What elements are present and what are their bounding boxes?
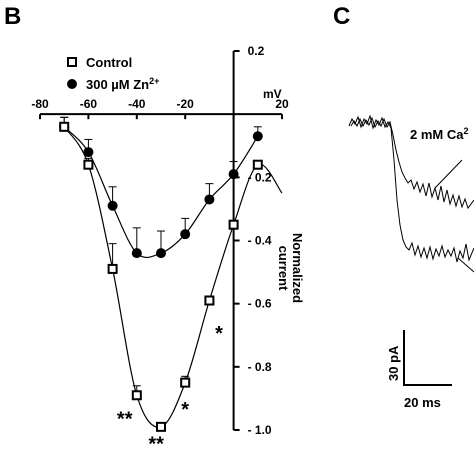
x-axis-label: mV [263, 87, 282, 101]
y-tick-label: - 0.8 [248, 360, 272, 374]
legend-control-marker [67, 57, 77, 67]
data-points [59, 121, 263, 432]
scale-bar-y-label: 30 pA [386, 345, 401, 381]
y-axis-label: Normalized current [276, 233, 305, 303]
scale-bar-x-label: 20 ms [404, 395, 441, 410]
scale-bar: 30 pA 20 ms [386, 330, 452, 410]
zinc-point [252, 131, 263, 142]
y-tick-label: - 0.4 [248, 234, 272, 248]
control-point [204, 295, 215, 306]
control-point [228, 219, 239, 230]
legend-zinc-label: 300 µM Zn2+ [86, 76, 159, 92]
significance-star: * [215, 323, 223, 345]
control-point [156, 421, 166, 432]
y-tick-label: - 1.0 [248, 423, 272, 437]
fit-curve-control [63, 126, 283, 428]
x-tick-label: -20 [177, 97, 195, 111]
trace-zinc [350, 116, 474, 210]
control-point [252, 159, 263, 170]
legend-control-label: Control [86, 55, 132, 70]
y-tick-label: 0.2 [248, 44, 265, 58]
scale-bar-lines [403, 330, 452, 386]
y-tick-label: - 0.2 [248, 170, 272, 184]
significance-star: ** [117, 408, 133, 430]
control-point [83, 159, 94, 170]
trace-label-ca: 2 mM Ca2 [410, 126, 468, 142]
zinc-point [83, 147, 94, 158]
y-axis-label-line2: current [276, 246, 291, 291]
x-tick-label: -60 [80, 97, 98, 111]
significance-star: ** [148, 434, 164, 456]
control-point [131, 390, 142, 401]
zinc-point [204, 194, 215, 205]
panel-label-b: B [4, 3, 21, 30]
panel-c-traces: 2 mM Ca2 [348, 114, 474, 273]
trace-control [348, 114, 474, 263]
trace-zinc-pointer [434, 159, 463, 189]
significance-markers: ****** [117, 323, 223, 456]
zinc-point [107, 200, 118, 211]
legend-zinc-marker [67, 79, 77, 89]
x-tick-label: -40 [128, 97, 146, 111]
zinc-point [180, 229, 191, 240]
significance-star: * [181, 399, 189, 421]
x-tick-label: 20 [275, 97, 289, 111]
zinc-point [131, 248, 142, 259]
x-tick-label: -80 [31, 97, 49, 111]
y-axis-label-line1: Normalized [290, 233, 305, 303]
trace-control-pointer [457, 257, 474, 273]
control-point [107, 263, 118, 274]
chart-axes: -80 -60 -40 -20 20 0.2 - 0.2 - 0.4 - 0.6 - 0.8 - 1… [31, 44, 289, 437]
zinc-point [228, 169, 239, 180]
control-point [180, 377, 191, 388]
legend: Control 300 µM Zn2+ [67, 55, 159, 92]
zinc-point [156, 248, 166, 259]
panel-label-c: C [333, 3, 350, 30]
y-tick-label: - 0.6 [248, 297, 272, 311]
control-point [59, 121, 70, 132]
